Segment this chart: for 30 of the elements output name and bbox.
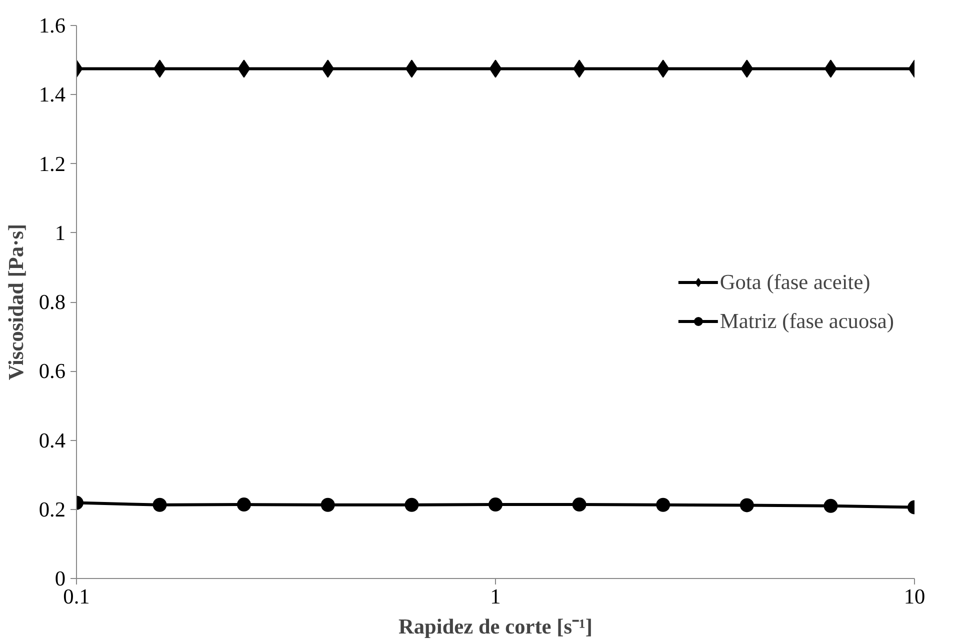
point <box>488 498 502 512</box>
legend-label: Gota (fase aceite) <box>720 270 870 294</box>
y-tick-label: 0 <box>54 566 66 590</box>
y-tick-label: 1.2 <box>38 152 66 176</box>
x-tick-label: 1 <box>490 584 501 608</box>
y-axis-title: Viscosidad [Pa·s] <box>4 224 28 380</box>
y-tick-label: 0.8 <box>38 290 66 314</box>
point <box>489 60 502 78</box>
point <box>404 498 419 512</box>
x-tick-label: 0.1 <box>63 584 90 608</box>
point <box>572 498 586 512</box>
point <box>740 498 754 512</box>
point <box>236 498 251 512</box>
y-tick-label: 0.2 <box>38 497 66 522</box>
y-tick-label: 0.4 <box>38 428 66 452</box>
point <box>322 60 334 78</box>
point <box>824 498 838 513</box>
x-axis-title: Rapidez de corte [s⁻¹] <box>398 614 593 638</box>
legend-label: Matriz (fase acuosa) <box>720 308 894 334</box>
y-tick-label: 1.6 <box>38 14 66 38</box>
x-tick-label: 10 <box>904 584 926 608</box>
point <box>320 498 335 512</box>
point <box>740 60 754 78</box>
y-tick-label: 1.4 <box>38 82 66 107</box>
y-tick-label: 0.6 <box>38 359 66 384</box>
point <box>656 498 670 512</box>
point <box>656 60 670 78</box>
y-tick-label: 1 <box>54 220 66 245</box>
point <box>238 60 250 78</box>
point <box>152 498 167 512</box>
